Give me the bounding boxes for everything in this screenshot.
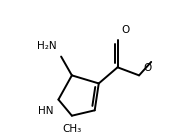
Text: H₂N: H₂N: [37, 41, 57, 51]
Text: CH₃: CH₃: [62, 124, 81, 134]
Text: O: O: [122, 25, 130, 35]
Text: O: O: [143, 63, 151, 73]
Text: HN: HN: [37, 106, 53, 116]
